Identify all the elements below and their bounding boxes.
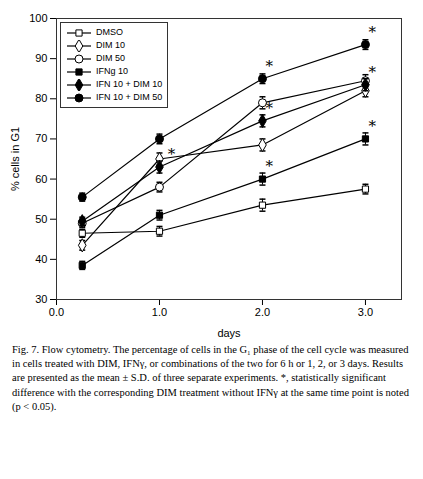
svg-text:1.0: 1.0	[152, 306, 167, 318]
svg-text:30: 30	[35, 293, 47, 305]
svg-text:70: 70	[35, 132, 47, 144]
html-text:DMSO: DMSO	[96, 27, 123, 37]
svg-text:% cells in G1: % cells in G1	[9, 127, 21, 191]
svg-text:*: *	[266, 57, 274, 75]
svg-text:*: *	[369, 23, 377, 41]
svg-text:100: 100	[29, 12, 47, 24]
svg-text:days: days	[217, 327, 241, 339]
svg-text:*: *	[168, 145, 176, 163]
html-text:DIM 10: DIM 10	[96, 40, 125, 50]
svg-text:60: 60	[35, 173, 47, 185]
html-text:DIM 50: DIM 50	[96, 53, 125, 63]
svg-text:90: 90	[35, 52, 47, 64]
svg-text:50: 50	[35, 213, 47, 225]
svg-text:*: *	[266, 99, 274, 117]
html-text:Fig. 7. Flow cytometry. The pe: Fig. 7. Flow cytometry. The percentage o…	[12, 344, 409, 412]
svg-text:*: *	[369, 63, 377, 81]
svg-text:3.0: 3.0	[358, 306, 373, 318]
svg-text:40: 40	[35, 253, 47, 265]
svg-text:*: *	[369, 117, 377, 135]
svg-text:*: *	[266, 157, 274, 175]
svg-text:2.0: 2.0	[255, 306, 270, 318]
svg-text:0.0: 0.0	[49, 306, 64, 318]
svg-text:80: 80	[35, 92, 47, 104]
html-text:IFN 10 + DIM 50: IFN 10 + DIM 50	[96, 92, 163, 102]
html-text:IFN 10 + DIM 10: IFN 10 + DIM 10	[96, 79, 163, 89]
html-text:IFNg 10: IFNg 10	[96, 66, 128, 76]
